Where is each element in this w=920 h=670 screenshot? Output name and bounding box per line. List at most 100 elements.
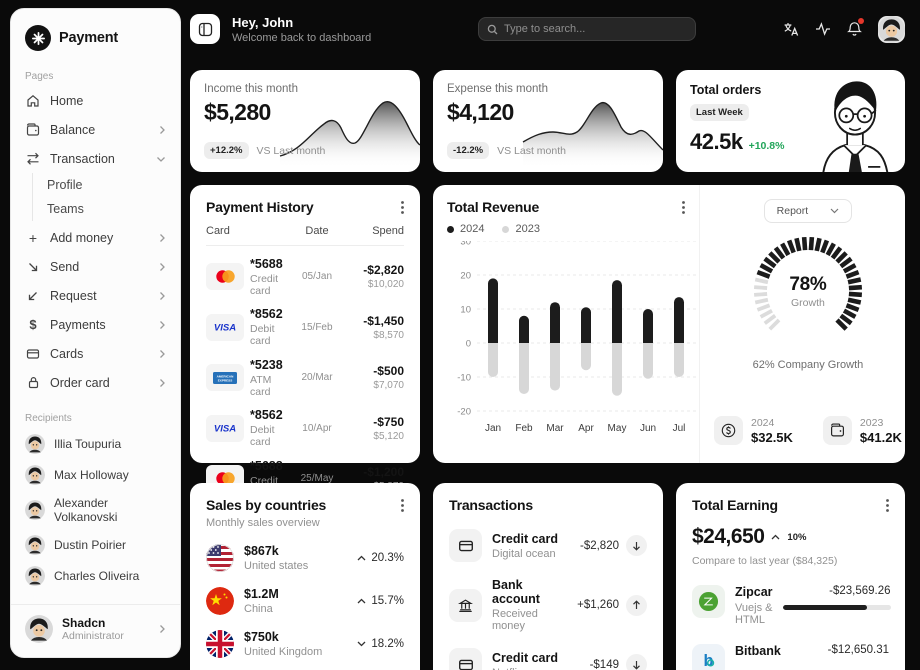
revenue-stat-2023: 2023 $41.2K bbox=[822, 416, 902, 445]
chevron-down-icon bbox=[156, 155, 166, 163]
bank-icon bbox=[449, 588, 482, 622]
svg-text:Jul: Jul bbox=[673, 423, 686, 434]
country-percent: 20.3% bbox=[371, 552, 404, 564]
card-number: *5688 bbox=[250, 458, 283, 473]
stat-value: $41.2K bbox=[859, 429, 902, 445]
income-sparkline bbox=[279, 101, 420, 168]
card-number: *5688 bbox=[250, 256, 283, 271]
asterisk-icon bbox=[25, 25, 51, 51]
home-icon bbox=[25, 93, 41, 109]
kebab-menu-icon[interactable] bbox=[397, 495, 408, 516]
payment-history-title: Payment History bbox=[206, 199, 314, 215]
stat-value: $32.5K bbox=[751, 429, 793, 445]
income-value: $5,280 bbox=[204, 99, 271, 125]
avatar bbox=[25, 566, 45, 586]
recipient-item[interactable]: Charles Oliveira bbox=[11, 560, 180, 591]
kebab-menu-icon[interactable] bbox=[882, 495, 893, 516]
visa-icon: VISA bbox=[206, 313, 244, 341]
bell-icon[interactable] bbox=[847, 18, 864, 37]
chevron-up-icon bbox=[357, 598, 366, 604]
earning-desc: Vuejs & HTML bbox=[735, 602, 773, 626]
chart-legend: 2024 2023 bbox=[447, 223, 699, 235]
revenue-report-section: Report 78% Growth 62% Company Growth 202… bbox=[699, 185, 916, 463]
balance-amount: $7,070 bbox=[373, 380, 404, 391]
sidebar-item-request[interactable]: Request bbox=[11, 281, 180, 310]
earning-row[interactable]: Zipcar Vuejs & HTML -$23,569.26 bbox=[692, 585, 891, 626]
sidebar-subitem-profile[interactable]: Profile bbox=[47, 178, 83, 192]
earning-amount: -$23,569.26 bbox=[829, 585, 891, 597]
wallet-icon bbox=[822, 416, 852, 445]
transaction-row[interactable]: Credit card Digital ocean -$2,820 bbox=[449, 529, 647, 562]
legend-2023[interactable]: 2023 bbox=[502, 223, 540, 235]
legend-dot bbox=[502, 225, 510, 233]
recipient-item[interactable]: Alexander Volkanovski bbox=[11, 490, 180, 529]
card-type: Debit card bbox=[250, 323, 275, 347]
recipient-item[interactable]: Illia Toupuria bbox=[11, 428, 180, 459]
search-input[interactable] bbox=[504, 23, 687, 35]
sidebar-item-transaction[interactable]: Transaction bbox=[11, 144, 180, 173]
revenue-chart-section: Total Revenue 2024 2023 30 20 10 0 -10 -20 Jan… bbox=[433, 185, 699, 463]
payment-history-row[interactable]: AMERICAN EXPRESS *5238 ATM card 20/Mar -$5… bbox=[206, 358, 404, 398]
sidebar-item-home[interactable]: Home bbox=[11, 86, 180, 115]
user-role: Administrator bbox=[62, 630, 124, 642]
country-percent: 15.7% bbox=[371, 595, 404, 607]
country-row[interactable]: $867k United states 20.3% bbox=[206, 544, 404, 572]
sidebar-item-label: Transaction bbox=[50, 151, 115, 166]
brand[interactable]: Payment bbox=[11, 21, 180, 63]
sidebar-item-payments[interactable]: $ Payments bbox=[11, 310, 180, 339]
sidebar-item-order-card[interactable]: Order card bbox=[11, 368, 180, 397]
arrow-down-icon bbox=[626, 654, 647, 670]
lock-icon bbox=[25, 375, 41, 391]
earning-row[interactable]: b Bitbank -$12,650.31 bbox=[692, 644, 889, 670]
sidebar-user[interactable]: Shadcn Administrator bbox=[11, 604, 180, 647]
svg-text:Jan: Jan bbox=[485, 423, 501, 434]
search-icon bbox=[487, 24, 498, 35]
payment-history-row[interactable]: VISA *8562 Debit card 15/Feb -$1,450 $8,57… bbox=[206, 307, 404, 347]
search-box[interactable] bbox=[478, 17, 696, 41]
avatar bbox=[25, 535, 45, 555]
greeting: Hey, John bbox=[232, 14, 294, 30]
bitbank-logo: b bbox=[692, 644, 725, 670]
user-avatar-button[interactable] bbox=[878, 15, 905, 43]
kebab-menu-icon[interactable] bbox=[678, 197, 689, 218]
payment-history-row[interactable]: VISA *8562 Debit card 10/Apr -$750 $5,120 bbox=[206, 408, 404, 448]
translate-icon[interactable] bbox=[783, 22, 799, 37]
sidebar-item-label: Home bbox=[50, 93, 84, 108]
sidebar-toggle-button[interactable] bbox=[190, 14, 220, 44]
income-compare-label: VS Last month bbox=[256, 144, 326, 157]
payment-history-row[interactable]: *5688 Credit card 05/Jan -$2,820 $10,020 bbox=[206, 257, 404, 297]
spend-amount: -$2,820 bbox=[363, 263, 404, 277]
svg-text:10: 10 bbox=[460, 305, 471, 316]
recipient-item[interactable]: Dustin Poirier bbox=[11, 529, 180, 560]
payment-history-header: Card Date Spend bbox=[206, 225, 404, 246]
income-label: Income this month bbox=[204, 83, 298, 95]
transaction-row[interactable]: Bank account Received money +$1,260 bbox=[449, 578, 647, 632]
card-type: Debit card bbox=[250, 424, 275, 448]
svg-text:0: 0 bbox=[466, 339, 471, 350]
expense-compare-label: VS Last month bbox=[497, 144, 566, 157]
kebab-menu-icon[interactable] bbox=[397, 197, 408, 218]
earning-progress-bar bbox=[782, 605, 891, 610]
uk-flag bbox=[206, 630, 234, 658]
country-row[interactable]: $1.2M China 15.7% bbox=[206, 587, 404, 615]
report-dropdown[interactable]: Report bbox=[763, 199, 853, 223]
sidebar-item-add-money[interactable]: + Add money bbox=[11, 223, 180, 252]
sidebar-item-balance[interactable]: Balance bbox=[11, 115, 180, 144]
recipient-name: Max Holloway bbox=[54, 467, 129, 482]
recipient-item[interactable]: Max Holloway bbox=[11, 459, 180, 490]
total-revenue-card: Total Revenue 2024 2023 30 20 10 0 -10 -20 Jan… bbox=[433, 185, 905, 463]
activity-icon[interactable] bbox=[815, 22, 831, 36]
transaction-row[interactable]: Credit card Netflix -$149 bbox=[449, 648, 647, 670]
country-row[interactable]: $750k United Kingdom 18.2% bbox=[206, 630, 404, 658]
visa-icon: VISA bbox=[206, 414, 244, 442]
transaction-name: Bank account bbox=[492, 578, 540, 606]
sidebar-item-send[interactable]: Send bbox=[11, 252, 180, 281]
card-number: *5238 bbox=[250, 357, 283, 372]
sidebar-item-label: Add money bbox=[50, 230, 114, 245]
transaction-desc: Digital ocean bbox=[492, 547, 556, 560]
legend-2024[interactable]: 2024 bbox=[447, 223, 484, 235]
sidebar-item-cards[interactable]: Cards bbox=[11, 339, 180, 368]
sidebar-subitem-teams[interactable]: Teams bbox=[47, 202, 84, 216]
chevron-right-icon bbox=[158, 291, 166, 301]
transaction-sub-list: Profile Teams bbox=[32, 173, 180, 221]
